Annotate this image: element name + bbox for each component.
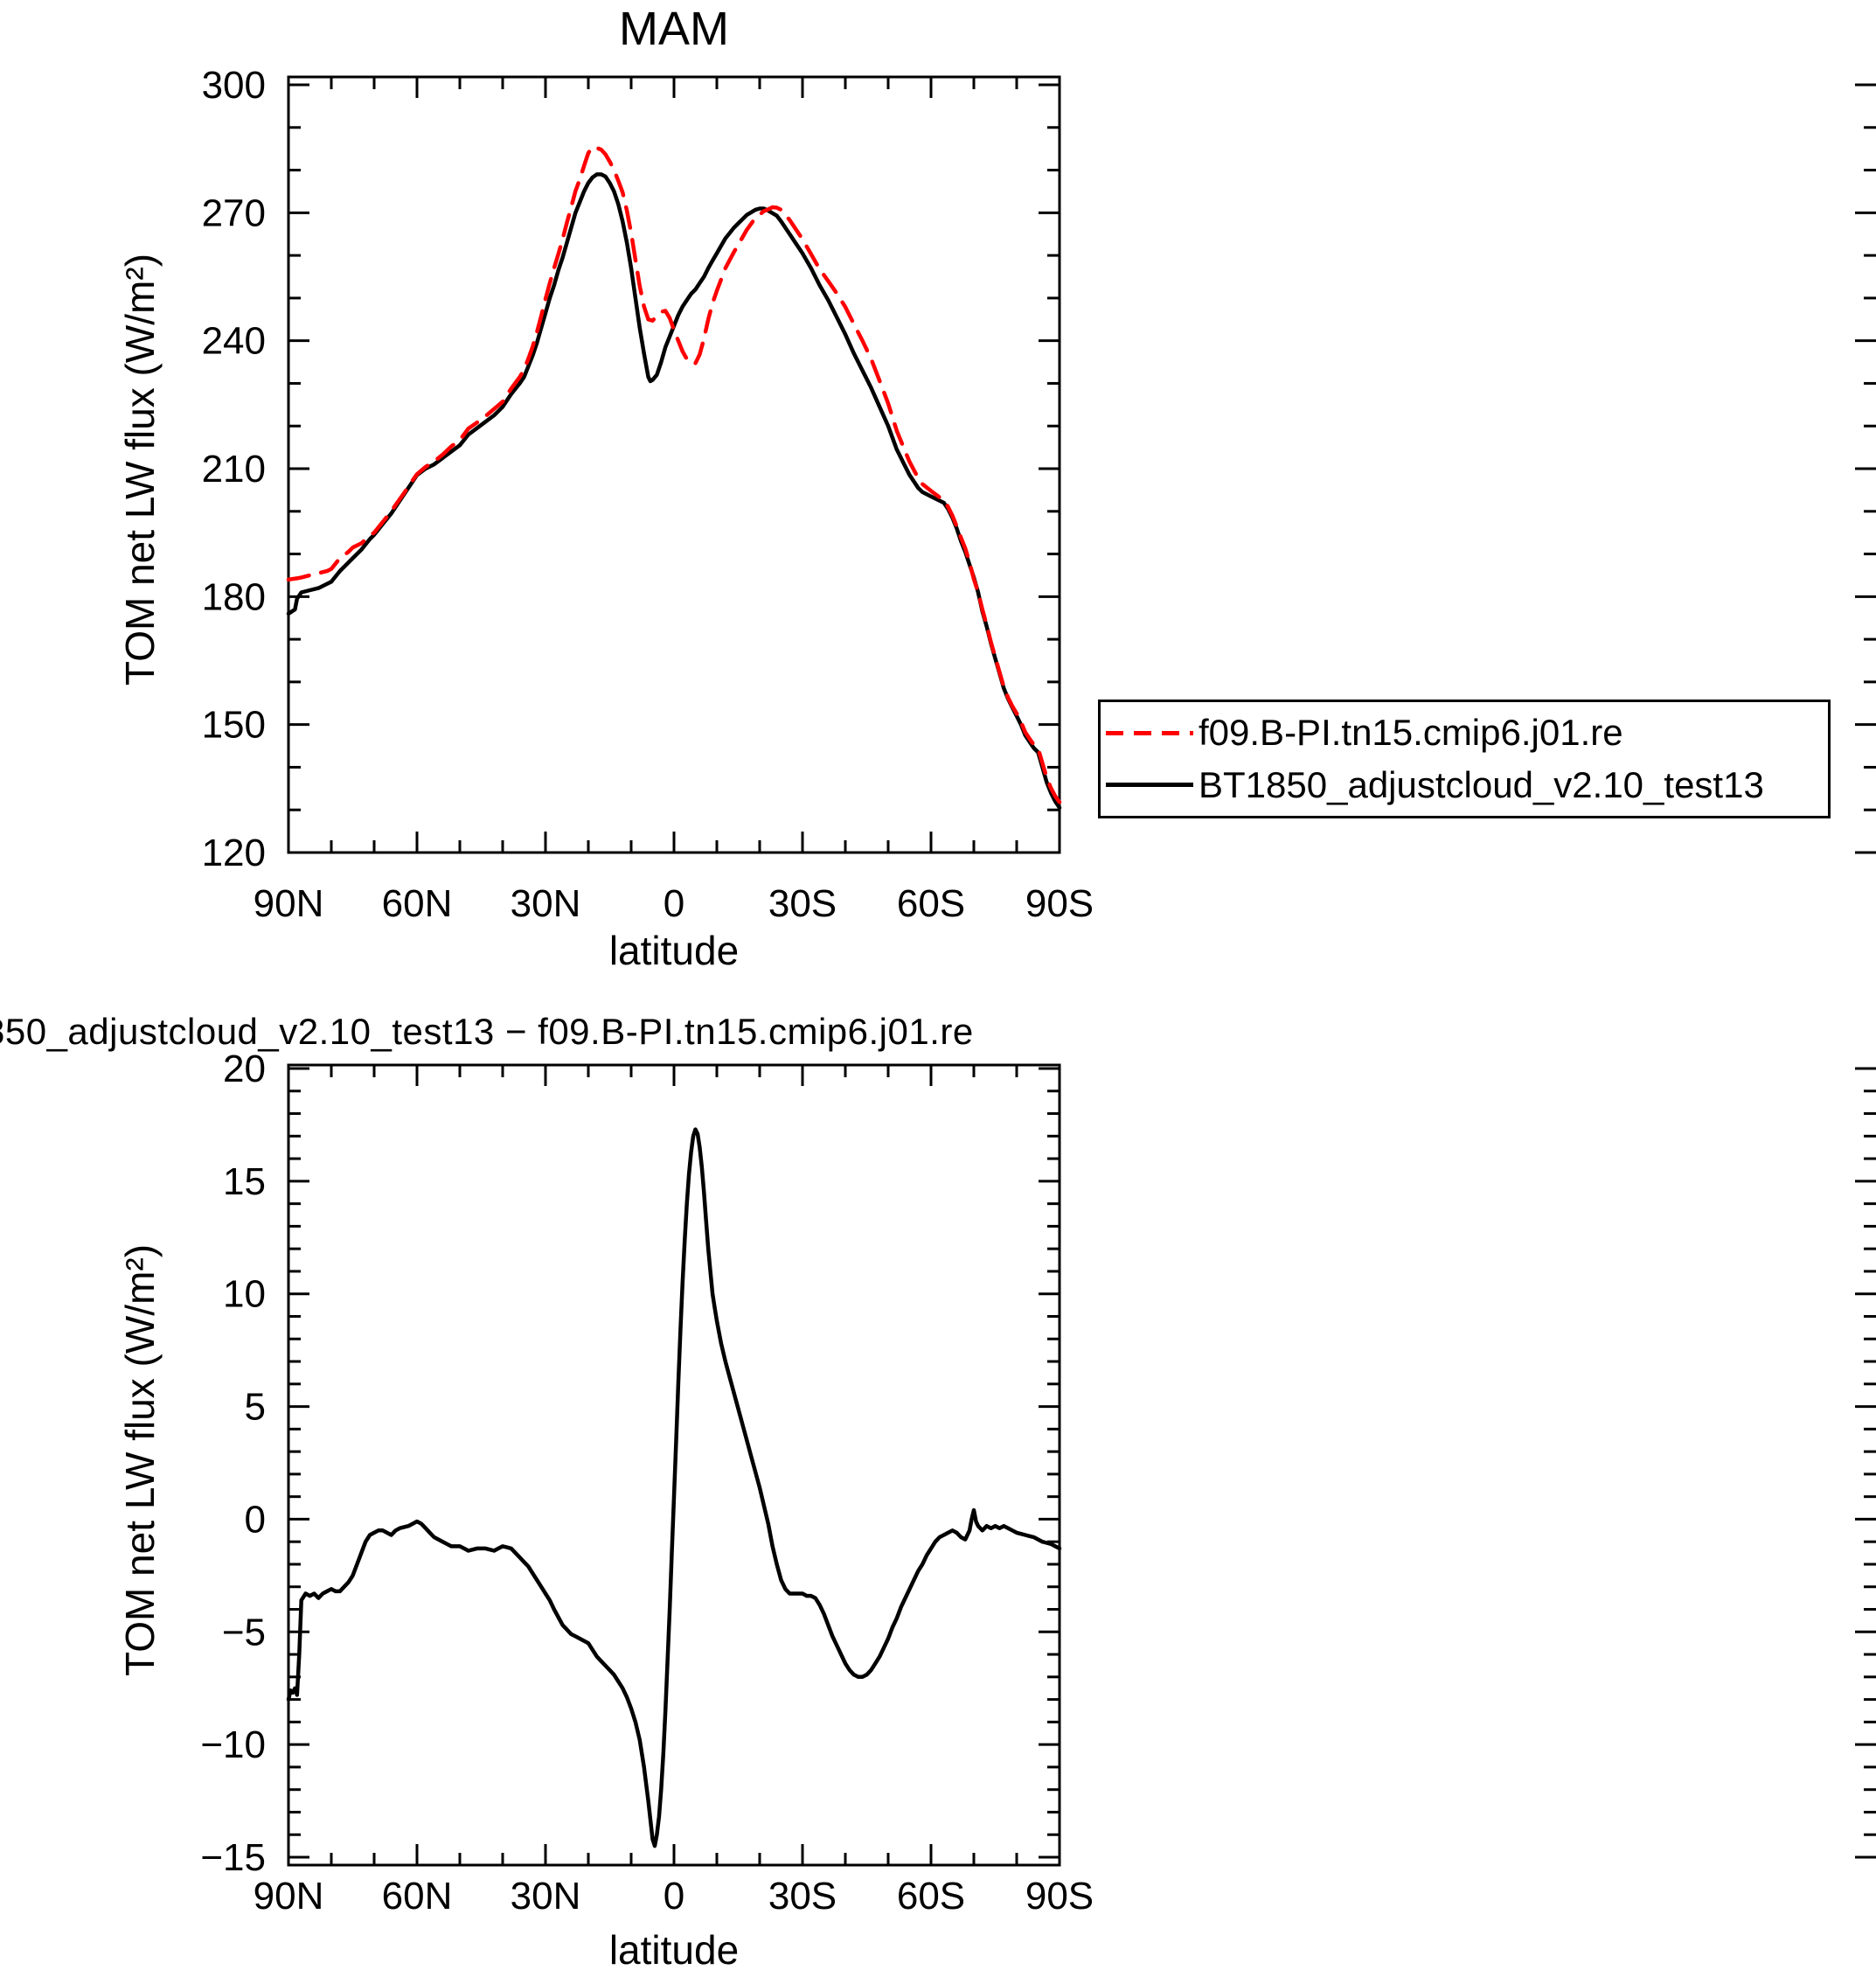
y-tick-label: 180 bbox=[202, 575, 266, 618]
chart1-y-axis-label: TOM net LW flux (W/m²) bbox=[117, 253, 163, 686]
chart2-title: 850_adjustcloud_v2.10_test13 − f09.B-PI.… bbox=[0, 1011, 974, 1052]
y-tick-label: 5 bbox=[245, 1386, 266, 1429]
chart1-x-axis-label: latitude bbox=[608, 928, 740, 973]
series-line-0-1 bbox=[286, 144, 1062, 804]
x-tick-label: 90S bbox=[1025, 1875, 1094, 1918]
legend-item-bt1850: BT1850_adjustcloud_v2.10_test13 bbox=[1106, 764, 1823, 806]
legend-item-f09: f09.B-PI.tn15.cmip6.j01.re bbox=[1106, 712, 1823, 754]
y-tick-label: −5 bbox=[222, 1611, 266, 1653]
x-tick-label: 0 bbox=[664, 882, 684, 925]
legend: f09.B-PI.tn15.cmip6.j01.re BT1850_adjust… bbox=[1098, 700, 1831, 818]
x-tick-label: 90N bbox=[254, 1875, 324, 1918]
x-tick-label: 90N bbox=[254, 882, 324, 925]
y-tick-label: 150 bbox=[202, 704, 266, 747]
red-dashed-line-sample bbox=[1106, 730, 1193, 735]
chart1-title: MAM bbox=[619, 3, 729, 55]
x-tick-label: 90S bbox=[1025, 882, 1094, 925]
y-tick-label: 15 bbox=[223, 1160, 266, 1203]
y-tick-label: 10 bbox=[223, 1273, 266, 1316]
x-tick-label: 30N bbox=[511, 882, 581, 925]
series-line-1-0 bbox=[286, 1127, 1062, 1848]
y-tick-label: 20 bbox=[223, 1048, 266, 1090]
x-tick-label: 30N bbox=[511, 1875, 581, 1918]
x-tick-label: 60N bbox=[382, 1875, 453, 1918]
chart2-x-axis-label: latitude bbox=[608, 1927, 740, 1973]
x-tick-label: 60S bbox=[897, 1875, 965, 1918]
black-solid-line-sample bbox=[1106, 783, 1193, 788]
y-tick-label: 270 bbox=[202, 191, 266, 234]
y-tick-label: 120 bbox=[202, 832, 266, 874]
legend-label-f09: f09.B-PI.tn15.cmip6.j01.re bbox=[1199, 712, 1623, 754]
y-tick-label: −15 bbox=[200, 1836, 266, 1879]
y-tick-label: −10 bbox=[200, 1723, 266, 1766]
chart2-y-axis-label: TOM net LW flux (W/m²) bbox=[117, 1243, 163, 1677]
x-tick-label: 0 bbox=[664, 1875, 684, 1918]
x-tick-label: 60S bbox=[897, 882, 965, 925]
y-tick-label: 240 bbox=[202, 320, 266, 363]
y-tick-label: 0 bbox=[245, 1498, 266, 1541]
y-tick-label: 300 bbox=[202, 64, 266, 107]
plot-frame-0 bbox=[287, 75, 1061, 854]
x-tick-label: 30S bbox=[768, 882, 837, 925]
legend-label-bt1850: BT1850_adjustcloud_v2.10_test13 bbox=[1199, 763, 1764, 805]
x-tick-label: 60N bbox=[382, 882, 453, 925]
y-tick-label: 210 bbox=[202, 448, 266, 491]
x-tick-label: 30S bbox=[768, 1875, 837, 1918]
